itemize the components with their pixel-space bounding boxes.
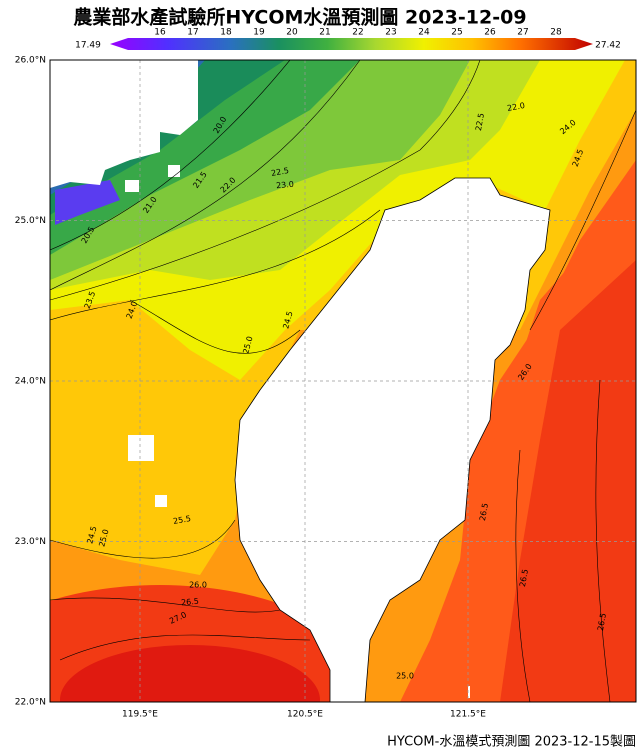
colorbar (110, 38, 593, 50)
contour-label: 26.5 (596, 612, 608, 631)
colorbar-tick-label: 19 (253, 28, 265, 38)
contour-label: 26.0 (189, 581, 207, 590)
contour-label: 24.5 (85, 525, 98, 545)
colorbar-tick-label: 20 (286, 28, 298, 38)
colorbar-min: 17.49 (75, 41, 101, 51)
contour-label: 26.5 (478, 502, 490, 521)
lon-label: 121.5°E (450, 710, 486, 720)
credit: HYCOM-水溫模式預測圖 2023-12-15製圖 (387, 735, 636, 750)
colorbar-tick-label: 16 (154, 28, 166, 38)
colorbar-tick-label: 27 (517, 28, 528, 38)
contour-label: 23.0 (276, 180, 295, 191)
contour-label: 22.5 (474, 112, 486, 131)
contour-label: 24.5 (281, 310, 294, 330)
lat-label: 23.0°N (15, 537, 46, 547)
lon-label: 119.5°E (122, 710, 158, 720)
contour-label: 26.5 (181, 597, 200, 608)
title: 農業部水產試驗所HYCOM水溫預測圖 2023-12-09 (73, 6, 526, 29)
lat-label: 25.0°N (15, 216, 46, 226)
colorbar-tick-label: 21 (319, 28, 330, 38)
colorbar-tick-label: 22 (352, 28, 363, 38)
colorbar-tick-label: 25 (451, 28, 462, 38)
colorbar-tick-label: 17 (187, 28, 198, 38)
contour-label: 25.0 (396, 672, 414, 681)
lat-label: 22.0°N (15, 698, 46, 708)
contour-label: 26.5 (518, 568, 530, 587)
colorbar-tick-label: 23 (385, 28, 396, 38)
contour-label: 25.0 (241, 335, 254, 355)
sst-field (50, 60, 636, 702)
colorbar-max: 27.42 (595, 41, 621, 51)
contour-label: 25.5 (172, 514, 191, 526)
colorbar-tick-label: 26 (484, 28, 496, 38)
contour-label: 22.5 (270, 166, 289, 178)
contour-label: 25.0 (97, 528, 110, 548)
colorbar-tick-label: 24 (418, 28, 430, 38)
lon-label: 120.5°E (287, 710, 323, 720)
lat-label: 26.0°N (15, 56, 46, 66)
colorbar-tick-label: 18 (220, 28, 232, 38)
contours (50, 60, 636, 702)
graticule (50, 60, 636, 702)
contour-label: 22.0 (506, 101, 525, 113)
map-frame (49, 59, 637, 703)
colorbar-tick-label: 28 (550, 28, 562, 38)
lat-label: 24.0°N (15, 377, 46, 387)
